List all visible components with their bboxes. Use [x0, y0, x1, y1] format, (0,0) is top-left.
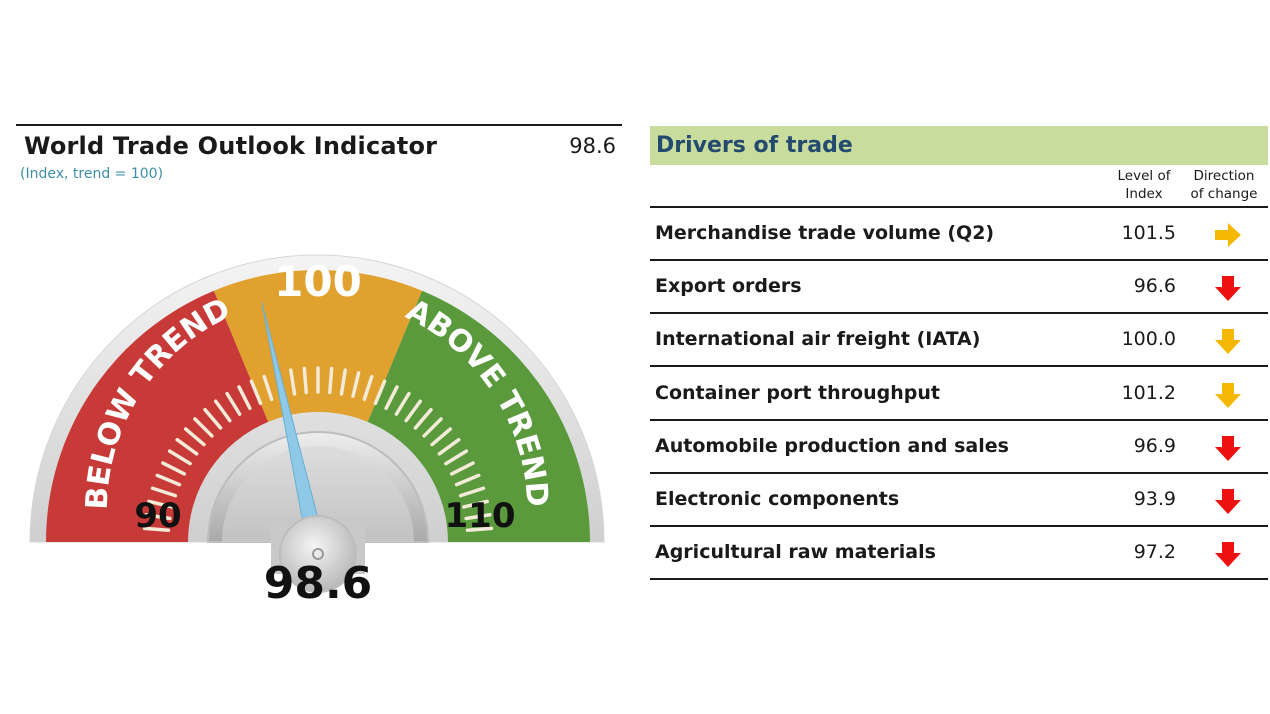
driver-label: Agricultural raw materials: [655, 541, 936, 564]
table-row: Electronic components 93.9: [650, 474, 1268, 527]
arrow-down-icon: [1215, 329, 1241, 355]
gauge-band: [46, 290, 269, 542]
gauge-tick: [237, 385, 252, 411]
arrow-down-icon: [1215, 382, 1241, 408]
gauge-tick: [213, 399, 232, 423]
row-rule: [650, 471, 1268, 474]
gauge-tick: [302, 366, 308, 395]
driver-label: International air freight (IATA): [655, 328, 981, 351]
top-rule: [16, 124, 622, 126]
gauge-tick: [384, 385, 399, 411]
row-rule: [650, 578, 1268, 581]
gauge-tick: [328, 366, 334, 395]
gauge-tick: [262, 374, 274, 402]
gauge-tick: [142, 526, 171, 532]
driver-level-value: 100.0: [1121, 328, 1176, 351]
row-rule: [650, 259, 1268, 261]
gauge-tick: [464, 513, 492, 521]
gauge-tick: [203, 407, 223, 430]
table-row: Agricultural raw materials 97.2: [650, 527, 1268, 581]
gauge-tick: [430, 427, 453, 447]
center-label: 100: [274, 257, 362, 306]
gauge-max-label: 110: [445, 496, 516, 536]
gauge-tick: [422, 417, 443, 438]
gauge-tick: [465, 526, 494, 532]
driver-level-value: 93.9: [1133, 488, 1176, 510]
column-header-direction: Direction of change: [1190, 168, 1258, 202]
drivers-panel: Drivers of trade Level of Index Directio…: [650, 126, 1268, 586]
driver-level-value: 101.5: [1121, 222, 1176, 244]
gauge-tick: [437, 437, 461, 456]
arrow-right-icon: [1215, 223, 1241, 247]
gauge-tick: [150, 486, 178, 498]
driver-level-value: 97.2: [1133, 541, 1176, 564]
indicator-value: 98.6: [569, 134, 616, 158]
gauge-tick: [161, 461, 187, 476]
row-rule: [650, 525, 1268, 527]
gauge-tick: [167, 449, 192, 466]
gauge-tick: [193, 417, 214, 438]
gauge-tick: [413, 407, 433, 430]
gauge-tick: [449, 461, 475, 476]
arrow-down-icon: [1215, 489, 1241, 514]
gauge-tick: [147, 499, 174, 509]
gauge-band: [367, 290, 590, 542]
driver-level-value: 96.9: [1133, 434, 1176, 457]
table-row: Export orders 96.6: [650, 261, 1268, 315]
gauge-tick: [339, 368, 347, 396]
gauge-tick: [144, 513, 172, 521]
arrow-down-icon: [1215, 276, 1241, 302]
drivers-header: Drivers of trade: [650, 126, 1268, 165]
row-rule: [650, 365, 1268, 368]
gauge-tick: [183, 427, 206, 447]
driver-label: Automobile production and sales: [655, 434, 1009, 457]
gauge-tick: [394, 391, 411, 416]
gauge-tick: [249, 379, 263, 406]
gauge-tick: [225, 391, 242, 416]
driver-label: Electronic components: [655, 488, 900, 510]
gauge-tick: [373, 379, 387, 406]
hub-cap: [279, 515, 357, 593]
header-rule: [650, 206, 1268, 208]
gauge-tick: [351, 371, 361, 398]
driver-label: Merchandise trade volume (Q2): [655, 222, 995, 244]
gauge-tick: [175, 437, 199, 456]
gauge-tick: [458, 486, 486, 498]
column-header-level: Level of Index: [1117, 168, 1171, 202]
arrow-down-icon: [1215, 542, 1241, 568]
driver-label: Export orders: [655, 275, 802, 298]
arrow-down-icon: [1215, 435, 1241, 461]
driver-level-value: 101.2: [1121, 381, 1176, 404]
driver-level-value: 96.6: [1133, 275, 1176, 298]
gauge-min-label: 90: [134, 496, 181, 536]
indicator-title: World Trade Outlook Indicator: [24, 132, 438, 160]
gauge-tick: [362, 374, 374, 402]
gauge-value-label: 98.6: [264, 558, 373, 604]
table-row: Container port throughput 101.2: [650, 368, 1268, 421]
row-rule: [650, 418, 1268, 421]
gauge-tick: [444, 449, 469, 466]
table-row: Automobile production and sales 96.9: [650, 421, 1268, 474]
gauge-tick: [462, 499, 489, 509]
drivers-title: Drivers of trade: [656, 133, 853, 158]
gauge-chart: BELOW TREND ABOVE TREND 100 90 110 98.6: [29, 254, 605, 604]
driver-label: Container port throughput: [655, 381, 940, 404]
gauge-tick: [155, 473, 182, 487]
row-rule: [650, 312, 1268, 315]
gauge-tick: [289, 368, 297, 396]
gauge-tick: [404, 399, 423, 423]
indicator-panel: World Trade Outlook Indicator 98.6 (Inde…: [16, 124, 622, 604]
table-row: International air freight (IATA) 100.0: [650, 314, 1268, 368]
gauge-tick: [454, 473, 481, 487]
indicator-subtitle: (Index, trend = 100): [20, 166, 164, 182]
table-row: Merchandise trade volume (Q2) 101.5: [650, 208, 1268, 261]
